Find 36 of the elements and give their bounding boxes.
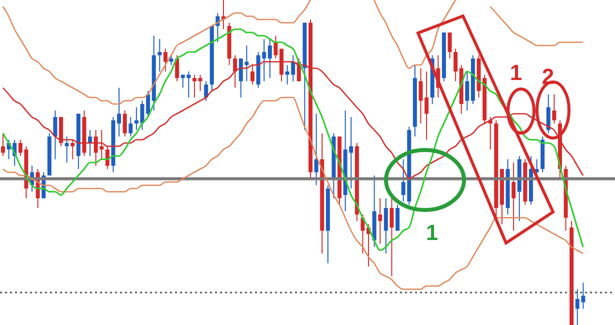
candlestick [314,113,318,186]
candlestick [117,87,122,137]
candlestick [64,136,69,163]
candlestick [128,116,133,137]
candlestick [454,48,458,82]
annotation: 1 [426,220,438,245]
candlestick [268,38,272,78]
candlestick [546,94,550,134]
candlestick [378,198,382,244]
candlestick [274,35,278,59]
candlestick [396,204,400,232]
candlestick [250,64,254,85]
candlestick [88,130,92,156]
candlestick [424,71,429,140]
candlestick [146,90,150,118]
candlestick [122,110,127,137]
candlestick [158,38,162,72]
candlestick [1,132,5,156]
candlestick [53,110,58,160]
candlestick [465,71,470,111]
candlestick [534,158,539,176]
candlestick [70,139,75,160]
candlestick [390,198,394,277]
candlestick [552,94,556,124]
candlestick [175,54,180,82]
candlestick [448,32,452,59]
candlestick [512,162,516,232]
candlestick [384,198,388,254]
candlestick [198,74,202,92]
candlestick [169,54,174,66]
candlestick [105,146,110,170]
annotation: 1 [510,60,522,85]
candlestick [418,68,423,124]
candlestick [192,74,196,98]
candlestick [204,80,208,102]
candlestick [163,48,168,72]
